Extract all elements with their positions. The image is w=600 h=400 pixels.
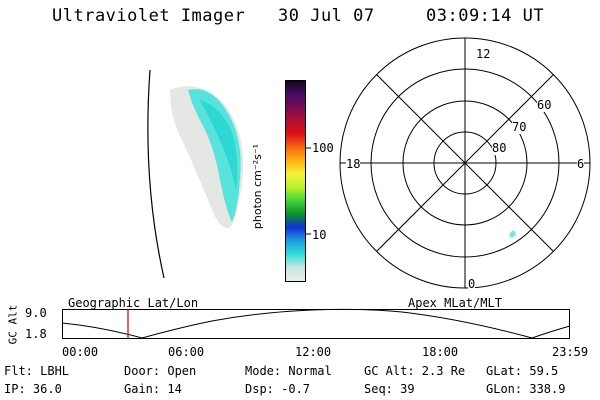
timeline-y-tick-1-8: 1.8 bbox=[25, 327, 47, 341]
colorbar bbox=[285, 80, 306, 282]
gain-info: Gain: 14 bbox=[124, 382, 182, 396]
polar-label-12: 12 bbox=[476, 47, 491, 61]
glon-info: GLon: 338.9 bbox=[486, 382, 566, 396]
door-info: Door: Open bbox=[124, 364, 197, 378]
timeline-x-tick-0000: 00:00 bbox=[62, 345, 99, 359]
polar-plot bbox=[339, 37, 591, 289]
timeline-x-tick-2359: 23:59 bbox=[552, 345, 589, 359]
date-label: 30 Jul 07 bbox=[278, 6, 375, 26]
timeline-curve bbox=[61, 308, 571, 339]
timeline-x-tick-1800: 18:00 bbox=[422, 345, 459, 359]
polar-label-6: 6 bbox=[577, 157, 585, 171]
colorbar-ticks bbox=[306, 147, 311, 235]
polar-label-60: 60 bbox=[537, 98, 552, 112]
polar-label-0: 0 bbox=[468, 277, 476, 291]
auroral-oval-core bbox=[200, 100, 238, 190]
polar-label-80: 80 bbox=[492, 141, 507, 155]
auroral-oval-emission bbox=[188, 89, 241, 223]
dsp-info: Dsp: -0.7 bbox=[245, 382, 311, 396]
ip-info: IP: 36.0 bbox=[4, 382, 62, 396]
limb-line bbox=[147, 69, 165, 279]
instrument-title: Ultraviolet Imager bbox=[52, 6, 246, 26]
timeline-y-tick-9: 9.0 bbox=[25, 306, 47, 320]
polar-diagonal-2 bbox=[376, 74, 554, 252]
timeline-right-label: Apex MLat/MLT bbox=[408, 296, 502, 310]
filter-info: Flt: LBHL bbox=[4, 364, 70, 378]
timeline-x-tick-0600: 06:00 bbox=[168, 345, 205, 359]
colorbar-tick-100: 100 bbox=[312, 141, 334, 155]
polar-label-70: 70 bbox=[512, 120, 527, 134]
seq-info: Seq: 39 bbox=[364, 382, 415, 396]
time-label: 03:09:14 UT bbox=[426, 6, 545, 26]
auroral-image bbox=[147, 69, 244, 279]
timeline-y-axis-label: GC Alt bbox=[6, 304, 20, 345]
timeline-x-tick-1200: 12:00 bbox=[295, 345, 332, 359]
timeline-left-label: Geographic Lat/Lon bbox=[68, 296, 199, 310]
polar-emission-patch bbox=[509, 230, 516, 238]
gc-alt-info: GC Alt: 2.3 Re bbox=[364, 364, 466, 378]
polar-label-18: 18 bbox=[346, 157, 361, 171]
glat-info: GLat: 59.5 bbox=[486, 364, 559, 378]
colorbar-tick-10: 10 bbox=[312, 228, 327, 242]
colorbar-unit-label: photon cm⁻²s⁻¹ bbox=[251, 143, 265, 230]
mode-info: Mode: Normal bbox=[245, 364, 332, 378]
